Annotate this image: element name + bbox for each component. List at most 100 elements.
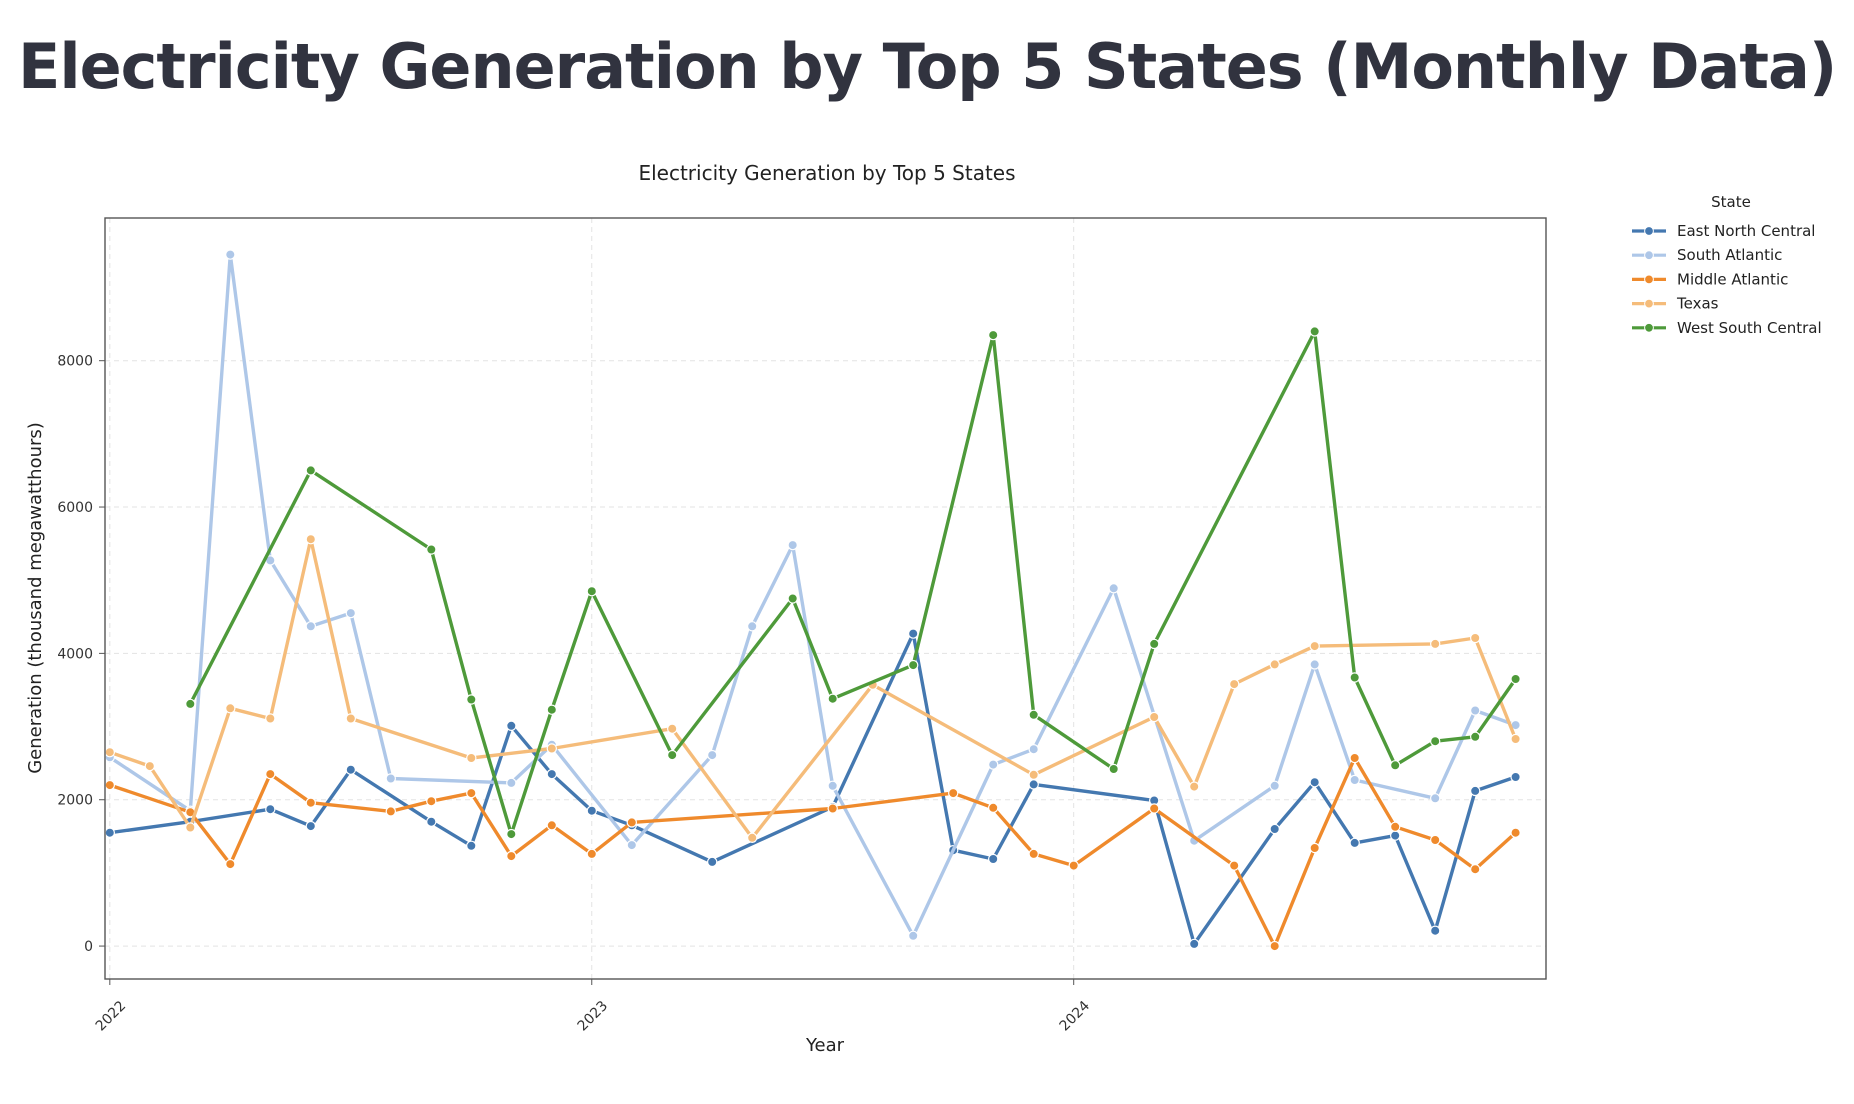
legend-swatch-marker: [1644, 250, 1654, 261]
data-point: [827, 803, 838, 814]
data-point: [1309, 777, 1320, 788]
legend-entry: Middle Atlantic: [1632, 270, 1788, 288]
data-point: [948, 787, 959, 799]
data-point: [225, 703, 236, 714]
data-point: [787, 539, 798, 551]
legend-entry: Texas: [1632, 295, 1719, 313]
data-point: [104, 779, 116, 791]
data-point: [1389, 830, 1401, 841]
data-point: [385, 806, 396, 817]
data-point: [1429, 638, 1441, 650]
data-point: [1349, 774, 1360, 786]
data-point: [747, 832, 758, 844]
data-point: [185, 698, 196, 710]
legend-label: Texas: [1676, 295, 1719, 313]
data-point: [626, 817, 638, 828]
chart-title: Electricity Generation by Top 5 States: [638, 161, 1015, 185]
series-line: [188, 329, 1518, 836]
data-point: [667, 723, 678, 734]
data-point: [1510, 771, 1521, 783]
data-point: [345, 764, 356, 775]
data-point: [827, 780, 838, 792]
x-tick-label: 2022: [93, 998, 130, 1035]
data-point: [707, 856, 718, 868]
legend-label: East North Central: [1677, 222, 1815, 240]
data-point: [305, 797, 316, 808]
data-point: [1429, 925, 1441, 936]
data-point: [988, 853, 999, 865]
data-point: [787, 593, 798, 604]
data-point: [1349, 752, 1360, 764]
data-point: [1028, 709, 1039, 721]
y-tick-label: 0: [84, 939, 93, 955]
data-point: [305, 621, 316, 632]
data-point: [1148, 803, 1160, 814]
data-point: [586, 586, 598, 597]
data-point: [1228, 860, 1240, 871]
data-point: [104, 747, 116, 758]
x-axis-label: Year: [805, 1035, 845, 1056]
legend-entry: West South Central: [1632, 319, 1822, 337]
data-point: [1510, 673, 1521, 685]
data-point: [1068, 860, 1079, 871]
series-line: [108, 756, 1518, 948]
data-point: [426, 544, 437, 555]
data-point: [426, 816, 437, 827]
data-point: [1469, 864, 1481, 875]
data-point: [506, 828, 517, 840]
data-point: [707, 749, 718, 761]
y-tick-label: 8000: [57, 354, 93, 370]
data-point: [1309, 640, 1320, 652]
data-point: [988, 802, 999, 814]
data-point: [1028, 848, 1039, 860]
data-point: [1108, 763, 1119, 775]
data-point: [345, 607, 356, 619]
data-point: [1269, 940, 1280, 952]
data-point: [506, 720, 517, 732]
y-tick-label: 6000: [57, 500, 93, 516]
data-point: [1028, 744, 1039, 755]
legend-label: Middle Atlantic: [1677, 270, 1788, 288]
legend-label: South Atlantic: [1677, 246, 1782, 264]
data-point: [225, 249, 236, 260]
data-point: [1469, 632, 1481, 644]
data-point: [908, 930, 919, 942]
data-point: [144, 760, 155, 772]
data-point: [1028, 779, 1039, 790]
data-point: [506, 777, 517, 789]
data-point: [1309, 326, 1320, 337]
data-point: [1349, 837, 1360, 849]
y-tick-label: 4000: [57, 646, 93, 662]
line-chart: Electricity Generation by Top 5 States 0…: [25, 161, 1822, 1056]
data-point: [265, 713, 276, 724]
data-point: [546, 704, 558, 715]
data-point: [466, 694, 477, 705]
legend-entry: South Atlantic: [1632, 246, 1782, 264]
data-point: [546, 820, 558, 831]
data-point: [546, 743, 558, 754]
data-point: [1309, 842, 1320, 854]
data-point: [305, 820, 316, 832]
axes: 0 2000 4000 6000 8000 2022 2023 2024: [57, 354, 1093, 1035]
data-point: [1429, 793, 1441, 804]
data-point: [1429, 834, 1441, 846]
data-point: [265, 768, 276, 780]
data-point: [1469, 785, 1481, 797]
data-point: [506, 850, 517, 862]
data-point: [988, 759, 999, 770]
series-lines: [104, 249, 1521, 952]
legend-swatch-marker: [1644, 226, 1654, 236]
data-point: [908, 628, 919, 639]
data-point: [586, 805, 598, 816]
series-line: [108, 252, 1518, 938]
legend: State East North Central South Atlantic Mi…: [1632, 193, 1822, 337]
chart-container: Electricity Generation by Top 5 States 0…: [0, 140, 1854, 1080]
data-point: [1349, 672, 1360, 683]
data-point: [305, 534, 316, 545]
data-point: [265, 804, 276, 815]
data-point: [1469, 731, 1481, 743]
data-point: [1429, 736, 1441, 747]
series-south-atlantic: [104, 249, 1521, 942]
y-axis-label: Generation (thousand megawatthours): [25, 422, 46, 774]
data-point: [426, 796, 437, 807]
